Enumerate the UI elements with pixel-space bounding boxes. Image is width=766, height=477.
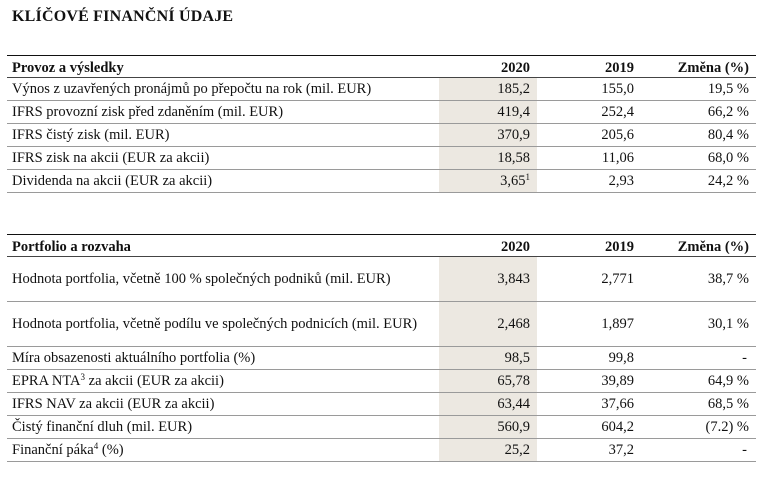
value-change: 68,0 % — [641, 146, 756, 170]
column-header-change: Změna (%) — [641, 55, 756, 78]
section-heading-operations: Provoz a výsledky — [7, 55, 439, 78]
row-label: Finanční páka4 (%) — [7, 438, 439, 462]
table-row: Hodnota portfolia, včetně podílu ve spol… — [7, 301, 756, 347]
table-row: IFRS čistý zisk (mil. EUR) 370,9 205,6 8… — [7, 123, 756, 147]
row-label: IFRS provozní zisk před zdaněním (mil. E… — [7, 100, 439, 124]
row-label: Výnos z uzavřených pronájmů po přepočtu … — [7, 77, 439, 101]
value-2020: 3,843 — [439, 256, 537, 302]
table-header-row: Portfolio a rozvaha 2020 2019 Změna (%) — [7, 234, 756, 257]
footnote-marker: 3 — [80, 371, 86, 382]
table-row: Finanční páka4 (%) 25,2 37,2 - — [7, 438, 756, 462]
table-row: IFRS zisk na akcii (EUR za akcii) 18,58 … — [7, 146, 756, 170]
value-2019: 604,2 — [537, 415, 641, 439]
row-label: EPRA NTA3 za akcii (EUR za akcii) — [7, 369, 439, 393]
value-change: - — [641, 346, 756, 370]
row-label: Čistý finanční dluh (mil. EUR) — [7, 415, 439, 439]
row-label: Hodnota portfolia, včetně podílu ve spol… — [7, 301, 439, 347]
page-title: KLÍČOVÉ FINANČNÍ ÚDAJE — [12, 8, 234, 25]
value-2020: 3,651 — [439, 169, 537, 193]
table-row: EPRA NTA3 za akcii (EUR za akcii) 65,78 … — [7, 369, 756, 393]
row-label: Dividenda na akcii (EUR za akcii) — [7, 169, 439, 193]
row-label: Hodnota portfolia, včetně 100 % společný… — [7, 256, 439, 302]
column-header-2019: 2019 — [537, 55, 641, 78]
value-change: 80,4 % — [641, 123, 756, 147]
value-2019: 1,897 — [537, 301, 641, 347]
footnote-marker: 1 — [525, 171, 531, 182]
value-2019: 205,6 — [537, 123, 641, 147]
value-2020: 25,2 — [439, 438, 537, 462]
column-header-2020: 2020 — [439, 234, 537, 257]
value-change: 68,5 % — [641, 392, 756, 416]
table-header-row: Provoz a výsledky 2020 2019 Změna (%) — [7, 55, 756, 78]
value-2019: 37,66 — [537, 392, 641, 416]
operations-results-table: Provoz a výsledky 2020 2019 Změna (%) Vý… — [7, 55, 756, 193]
column-header-2019: 2019 — [537, 234, 641, 257]
table-row: Čistý finanční dluh (mil. EUR) 560,9 604… — [7, 415, 756, 439]
value-2020: 65,78 — [439, 369, 537, 393]
value-2020: 63,44 — [439, 392, 537, 416]
value-2019: 155,0 — [537, 77, 641, 101]
value-2020: 18,58 — [439, 146, 537, 170]
value-2020: 2,468 — [439, 301, 537, 347]
footnote-marker: 4 — [93, 440, 99, 451]
value-change: (7.2) % — [641, 415, 756, 439]
label-text: EPRA NTA — [12, 372, 81, 389]
section-heading-portfolio: Portfolio a rozvaha — [7, 234, 439, 257]
row-label: IFRS zisk na akcii (EUR za akcii) — [7, 146, 439, 170]
table-row: IFRS provozní zisk před zdaněním (mil. E… — [7, 100, 756, 124]
value-text: 3,65 — [500, 172, 526, 189]
table-row: Míra obsazenosti aktuálního portfolia (%… — [7, 346, 756, 370]
row-label: IFRS NAV za akcii (EUR za akcii) — [7, 392, 439, 416]
value-2019: 99,8 — [537, 346, 641, 370]
label-text: Finanční páka — [12, 441, 94, 458]
value-2020: 98,5 — [439, 346, 537, 370]
column-header-change: Změna (%) — [641, 234, 756, 257]
label-text: za akcii (EUR za akcii) — [85, 372, 224, 389]
portfolio-balance-table: Portfolio a rozvaha 2020 2019 Změna (%) … — [7, 234, 756, 462]
value-change: 19,5 % — [641, 77, 756, 101]
value-2020: 185,2 — [439, 77, 537, 101]
value-2019: 39,89 — [537, 369, 641, 393]
table-row: Výnos z uzavřených pronájmů po přepočtu … — [7, 77, 756, 101]
value-2019: 37,2 — [537, 438, 641, 462]
value-change: 66,2 % — [641, 100, 756, 124]
column-header-2020: 2020 — [439, 55, 537, 78]
value-change: 24,2 % — [641, 169, 756, 193]
table-row: Hodnota portfolia, včetně 100 % společný… — [7, 256, 756, 302]
value-2020: 419,4 — [439, 100, 537, 124]
value-2019: 2,771 — [537, 256, 641, 302]
value-2019: 2,93 — [537, 169, 641, 193]
value-2019: 11,06 — [537, 146, 641, 170]
value-2020: 370,9 — [439, 123, 537, 147]
value-2019: 252,4 — [537, 100, 641, 124]
row-label: IFRS čistý zisk (mil. EUR) — [7, 123, 439, 147]
table-row: Dividenda na akcii (EUR za akcii) 3,651 … — [7, 169, 756, 193]
value-change: 64,9 % — [641, 369, 756, 393]
table-row: IFRS NAV za akcii (EUR za akcii) 63,44 3… — [7, 392, 756, 416]
value-change: 30,1 % — [641, 301, 756, 347]
value-2020: 560,9 — [439, 415, 537, 439]
label-text: (%) — [98, 441, 124, 458]
value-change: 38,7 % — [641, 256, 756, 302]
row-label: Míra obsazenosti aktuálního portfolia (%… — [7, 346, 439, 370]
value-change: - — [641, 438, 756, 462]
